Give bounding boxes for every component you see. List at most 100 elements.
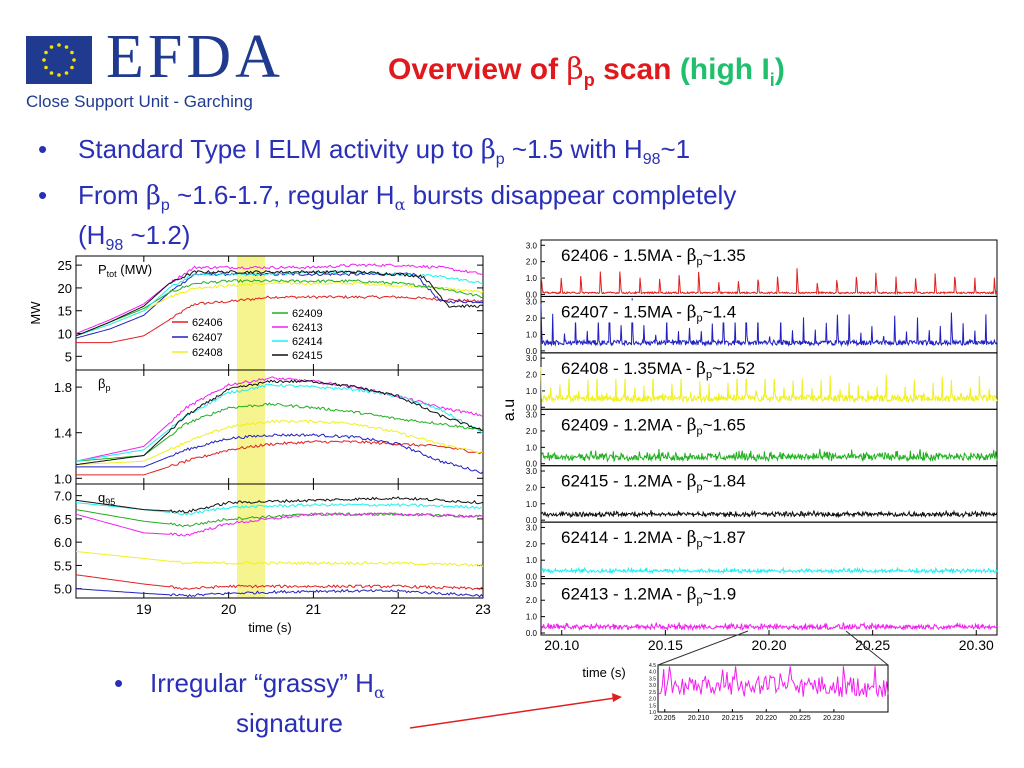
legend-label-62407: 62407 xyxy=(192,332,223,344)
h98-sub: 98 xyxy=(105,237,124,255)
series-ptot-62409 xyxy=(75,278,484,337)
halpha-xlabel: time (s) xyxy=(582,665,625,680)
halpha-ytick-label: 0.0 xyxy=(526,573,538,582)
xtick-label: 20 xyxy=(221,601,237,617)
halpha-label-beta: β xyxy=(687,302,697,322)
halpha-series-62409 xyxy=(540,448,998,463)
series-q95-62407 xyxy=(75,588,484,598)
beta-symbol: β xyxy=(145,181,161,211)
inset-xtick-label: 20.230 xyxy=(823,715,845,722)
legend-label-62415: 62415 xyxy=(292,350,323,362)
series-betap-62414 xyxy=(75,383,484,462)
ytick-label: 6.5 xyxy=(54,512,72,527)
halpha-label-62413: 62413 - 1.2MA - βp~1.9 xyxy=(561,585,736,607)
halpha-ytick-label: 3.0 xyxy=(526,241,538,250)
halpha-label-bg xyxy=(555,526,787,549)
label-sub: 95 xyxy=(105,497,115,507)
ytick-label: 1.0 xyxy=(54,471,72,486)
title-green-text: (high I xyxy=(679,53,770,86)
halpha-label-sub: p xyxy=(697,595,703,607)
flag-star xyxy=(70,65,74,70)
ytick-label: 1.8 xyxy=(54,380,72,395)
legend-label-62414: 62414 xyxy=(292,336,323,348)
series-betap-62409 xyxy=(75,402,484,462)
flag-star xyxy=(70,50,74,55)
halpha-ytick-label: 1.0 xyxy=(526,500,538,509)
bullet-dot: • xyxy=(114,668,124,698)
halpha-ytick-label: 1.0 xyxy=(526,443,538,452)
halpha-ytick-label: 1.0 xyxy=(526,613,538,622)
halpha-label-main: 62408 - 1.35MA - xyxy=(561,359,696,378)
series-q95-62408 xyxy=(75,551,484,567)
xtick-label: 21 xyxy=(306,601,322,617)
halpha-ytick-label: 3.0 xyxy=(526,580,538,589)
inset-ytick-label: 2.5 xyxy=(649,690,656,696)
inset-ytick-label: 4.0 xyxy=(649,670,656,676)
halpha-label-62414: 62414 - 1.2MA - βp~1.87 xyxy=(561,528,746,550)
legend-label-62413: 62413 xyxy=(292,322,323,334)
flag-star xyxy=(57,43,61,47)
halpha-label-beta: β xyxy=(687,415,697,435)
flag-star xyxy=(57,73,61,77)
series-q95-62406 xyxy=(75,574,484,591)
halpha-label-main: 62415 - 1.2MA - xyxy=(561,472,687,491)
halpha-label-sub: p xyxy=(706,369,712,381)
halpha-label-bg xyxy=(555,244,787,266)
title-green-sub: i xyxy=(769,70,775,90)
efda-logo-text: EFDA xyxy=(106,23,284,91)
xtick-label: 22 xyxy=(390,601,406,617)
halpha-label-value: ~1.87 xyxy=(703,528,746,547)
halpha-label-bg xyxy=(555,300,787,323)
flag-star xyxy=(64,45,69,49)
halpha-ytick-label: 2.0 xyxy=(526,427,538,436)
halpha-label-value: ~1.52 xyxy=(712,359,755,378)
halpha-series-62408 xyxy=(540,366,998,404)
halpha-label-62406: 62406 - 1.5MA - βp~1.35 xyxy=(561,246,746,268)
halpha-series-62414 xyxy=(540,566,998,575)
inset-series-62413 xyxy=(657,666,889,698)
series-betap-62415 xyxy=(75,379,484,466)
halpha-label-main: 62406 - 1.5MA - xyxy=(561,246,687,265)
series-ptot-62407 xyxy=(75,272,484,339)
inset-ytick-label: 2.0 xyxy=(649,697,656,703)
halpha-ytick-label: 0.0 xyxy=(526,516,538,525)
halpha-label-beta: β xyxy=(687,585,697,605)
halpha-series-62413 xyxy=(540,621,998,632)
inset-ytick-label: 1.5 xyxy=(649,703,656,709)
halpha-ytick-label: 0.0 xyxy=(526,347,538,356)
title-scan: scan xyxy=(594,53,672,86)
ylabel-ptot: MW xyxy=(28,301,43,325)
title-beta-sub: p xyxy=(583,70,595,90)
beta-symbol: β xyxy=(480,135,496,165)
halpha-label-sub: p xyxy=(697,312,703,324)
halpha-label-value: ~1.84 xyxy=(703,472,746,491)
series-betap-62413 xyxy=(75,376,484,462)
halpha-ytick-label: 2.0 xyxy=(526,540,538,549)
halpha-label-sub: p xyxy=(697,425,703,437)
beta-sub: p xyxy=(160,197,170,215)
label-sub: p xyxy=(105,383,110,393)
highlight-band xyxy=(237,256,265,598)
halpha-ytick-label: 2.0 xyxy=(526,371,538,380)
halpha-label-bg xyxy=(555,469,787,492)
halpha-xtick-label: 20.30 xyxy=(959,637,994,653)
label-main: β xyxy=(98,376,105,391)
alpha-sub: α xyxy=(373,683,385,703)
halpha-ylabel: a.u xyxy=(501,399,518,421)
panel-label-betap: βp xyxy=(98,376,111,393)
ytick-label: 7.0 xyxy=(54,489,72,504)
halpha-ytick-label: 3.0 xyxy=(526,354,538,363)
flag-star xyxy=(49,45,54,49)
bullet-grassy: • Irregular “grassy” Hα xyxy=(114,668,385,703)
panel-label-ptot: Ptot (MW) xyxy=(98,262,152,279)
zoom-line-left xyxy=(657,630,749,666)
label-sub: tot xyxy=(107,269,118,279)
series-betap-62406 xyxy=(76,440,484,476)
legend-label-62408: 62408 xyxy=(192,347,223,359)
halpha-label-beta: β xyxy=(687,472,697,492)
bullet-text-3: bursts disappear completely xyxy=(405,180,737,210)
halpha-label-value: ~1.9 xyxy=(703,585,737,604)
panel-frame-q95 xyxy=(75,483,484,599)
ytick-label: 10 xyxy=(58,327,72,342)
